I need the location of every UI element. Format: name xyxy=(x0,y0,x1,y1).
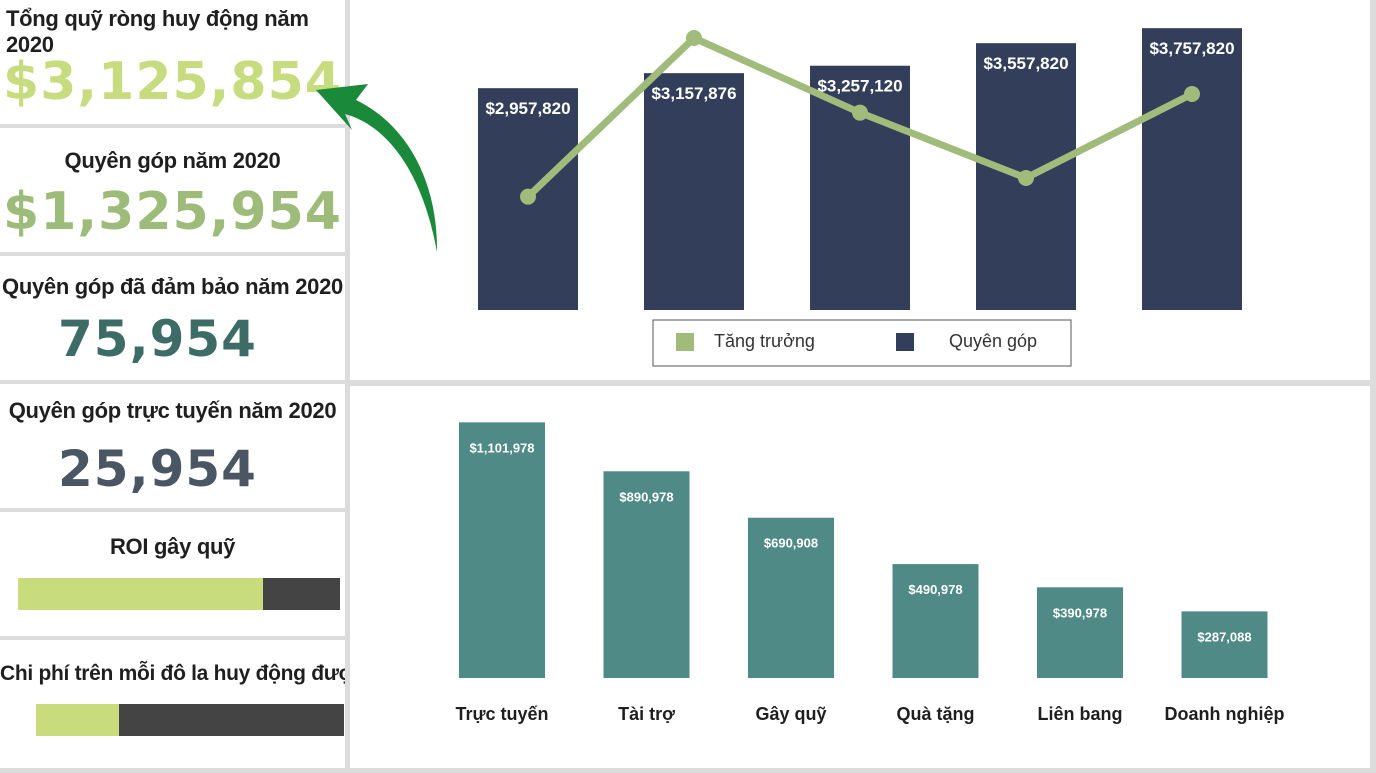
donation-bar-label: $3,157,876 xyxy=(651,84,736,103)
kpi-card-online: Quyên góp trực tuyến năm 2020 25,954 xyxy=(0,384,345,508)
source-bar-label: $1,101,978 xyxy=(469,440,534,455)
legend-swatch-growth xyxy=(676,333,694,351)
donation-bar-label: $3,757,820 xyxy=(1149,39,1234,58)
legend-label-growth: Tăng trưởng xyxy=(714,331,815,351)
kpi-card-donations: Quyên góp năm 2020 $1,325,954 xyxy=(0,128,345,252)
donation-bar xyxy=(644,73,744,310)
donation-bar-label: $3,257,120 xyxy=(817,77,902,96)
kpi-value: $3,125,854 xyxy=(3,52,342,112)
kpi-title: Quyên góp năm 2020 xyxy=(64,148,281,173)
cost-bar xyxy=(36,704,344,736)
kpi-card-secured: Quyên góp đã đảm bảo năm 2020 75,954 xyxy=(0,256,345,380)
growth-point xyxy=(1018,170,1034,186)
revenue-by-source-panel: $1,101,978 Trực tuyến $890,978 Tài trợ $690,… xyxy=(350,386,1370,768)
kpi-title: Chi phí trên mỗi đô la huy động được xyxy=(0,662,345,685)
kpi-value: 25,954 xyxy=(58,440,257,498)
donation-bar xyxy=(810,65,910,310)
source-category-label: Doanh nghiệp xyxy=(1165,704,1285,724)
source-bar-label: $890,978 xyxy=(619,489,673,504)
donation-bar-label: $3,557,820 xyxy=(983,54,1068,73)
kpi-card-cost-per-dollar: Chi phí trên mỗi đô la huy động được xyxy=(0,640,345,768)
source-bar-label: $287,088 xyxy=(1197,629,1251,644)
source-bar-label: $390,978 xyxy=(1053,605,1107,620)
source-category-label: Tài trợ xyxy=(618,704,675,724)
growth-point xyxy=(852,104,868,121)
kpi-value: $1,325,954 xyxy=(3,182,342,242)
source-category-label: Trực tuyến xyxy=(455,704,548,724)
source-category-label: Quà tặng xyxy=(896,704,974,724)
source-bar xyxy=(1037,587,1123,678)
legend-swatch-donations xyxy=(896,333,914,351)
revenue-by-source-chart: $1,101,978 Trực tuyến $890,978 Tài trợ $690,… xyxy=(455,422,1285,724)
roi-bar xyxy=(18,578,340,610)
kpi-title: Quyên góp trực tuyến năm 2020 xyxy=(8,398,337,423)
growth-point xyxy=(1184,86,1200,102)
donations-chart-panel: $2,957,820 $3,157,876 $3,257,120 $3,557,820… xyxy=(350,0,1370,380)
legend-label-donations: Quyên góp xyxy=(949,331,1037,351)
kpi-title: ROI gây quỹ xyxy=(109,534,236,559)
roi-bar-fill xyxy=(18,578,263,610)
source-bar xyxy=(459,422,545,678)
kpi-card-roi: ROI gây quỹ xyxy=(0,512,345,636)
donations-chart: $2,957,820 $3,157,876 $3,257,120 $3,557,820… xyxy=(478,28,1242,367)
legend-box xyxy=(652,319,1072,367)
source-category-label: Liên bang xyxy=(1038,704,1123,724)
source-bar xyxy=(603,471,690,678)
source-bar xyxy=(748,517,834,678)
source-bar-label: $490,978 xyxy=(908,582,962,597)
cost-bar-fill xyxy=(36,704,120,736)
kpi-card-net-funds: Tổng quỹ ròng huy động năm 2020 $3,125,8… xyxy=(0,0,345,124)
source-bar xyxy=(1181,611,1268,678)
kpi-value: 75,954 xyxy=(58,310,257,368)
growth-point xyxy=(686,30,702,46)
source-bar-label: $690,908 xyxy=(764,536,818,551)
kpi-title: Tổng quỹ ròng huy động năm 2020 xyxy=(6,6,309,57)
donation-bar xyxy=(1142,28,1242,310)
growth-point xyxy=(520,188,536,205)
kpi-title: Quyên góp đã đảm bảo năm 2020 xyxy=(2,274,343,299)
source-category-label: Gây quỹ xyxy=(755,704,826,724)
source-bar xyxy=(892,564,979,678)
donation-bar-label: $2,957,820 xyxy=(485,99,570,118)
